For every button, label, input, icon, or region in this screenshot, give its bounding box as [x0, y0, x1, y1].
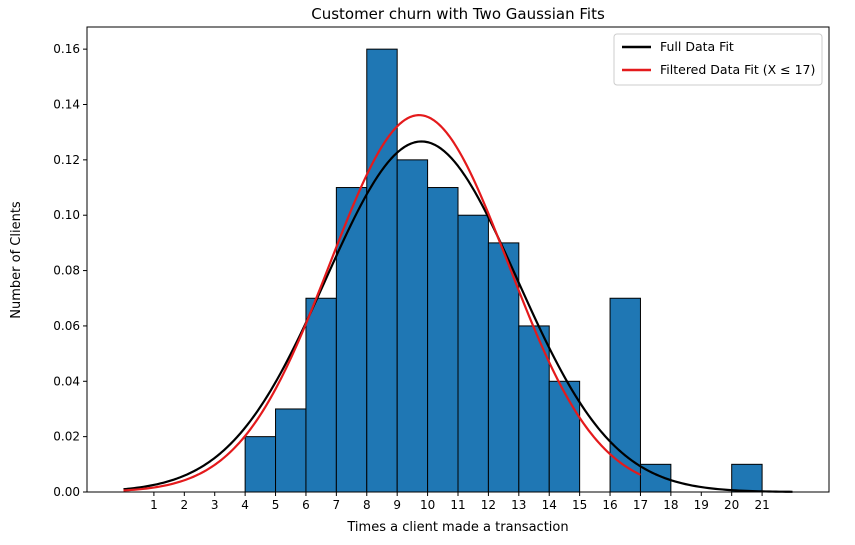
- x-tick-label-9: 10: [420, 498, 435, 512]
- x-tick-label-13: 14: [542, 498, 557, 512]
- y-axis-title: Number of Clients: [9, 201, 24, 319]
- fit-curve-1: [123, 114, 641, 492]
- x-tick-label-3: 4: [241, 498, 249, 512]
- histogram-bar-6: [427, 187, 459, 493]
- y-tick-label-6: 0.12: [53, 153, 80, 167]
- y-tick-label-8: 0.16: [53, 42, 80, 56]
- x-tick-label-14: 15: [572, 498, 587, 512]
- x-tick-label-1: 2: [180, 498, 188, 512]
- x-tick-label-19: 20: [724, 498, 739, 512]
- y-tick-label-7: 0.14: [53, 98, 80, 112]
- x-tick-label-12: 13: [511, 498, 526, 512]
- y-tick-label-4: 0.08: [53, 264, 80, 278]
- legend-box: [613, 33, 823, 86]
- x-axis: 1 2 3 4 5 6 7 8 9 10 11 12 13 14 15 16 17 18 19 20 21: [150, 492, 770, 512]
- x-tick-label-0: 1: [150, 498, 158, 512]
- histogram-bar-1: [275, 408, 307, 493]
- x-tick-label-18: 19: [694, 498, 709, 512]
- fit-curves-layer: [123, 114, 793, 493]
- x-tick-label-6: 7: [333, 498, 341, 512]
- x-tick-label-11: 12: [481, 498, 496, 512]
- x-tick-label-8: 9: [393, 498, 401, 512]
- x-tick-label-7: 8: [363, 498, 371, 512]
- legend-label-filtered-fit: Filtered Data Fit (X ≤ 17): [660, 62, 815, 77]
- legend-label-full-fit: Full Data Fit: [660, 39, 734, 54]
- x-tick-label-10: 11: [450, 498, 465, 512]
- y-axis: 0.00 0.02 0.04 0.06 0.08 0.10 0.12 0.14 0.16: [53, 42, 87, 499]
- y-tick-label-1: 0.02: [53, 430, 80, 444]
- histogram-bar-8: [487, 242, 520, 493]
- y-tick-label-2: 0.04: [53, 374, 80, 388]
- x-tick-label-5: 6: [302, 498, 310, 512]
- fit-curve-0: [123, 140, 793, 493]
- histogram-bar-5: [396, 159, 429, 493]
- histogram-bar-2: [305, 297, 337, 493]
- bars-layer: [244, 48, 763, 493]
- histogram-bar-10: [548, 380, 581, 493]
- y-tick-label-5: 0.10: [53, 208, 80, 222]
- legend: Full Data Fit Filtered Data Fit (X ≤ 17): [613, 33, 823, 86]
- x-tick-label-17: 18: [663, 498, 678, 512]
- x-tick-label-4: 5: [272, 498, 280, 512]
- x-tick-label-20: 21: [754, 498, 769, 512]
- x-tick-label-2: 3: [211, 498, 219, 512]
- histogram-bar-7: [457, 214, 489, 493]
- histogram-bar-13: [731, 463, 763, 493]
- chart-title: Customer churn with Two Gaussian Fits: [311, 5, 605, 23]
- y-tick-label-0: 0.00: [53, 485, 80, 499]
- y-tick-label-3: 0.06: [53, 319, 80, 333]
- histogram-bar-4: [366, 48, 398, 493]
- x-tick-label-16: 17: [633, 498, 648, 512]
- histogram-bar-0: [244, 436, 277, 493]
- x-tick-label-15: 16: [602, 498, 617, 512]
- x-axis-title: Times a client made a transaction: [346, 520, 568, 535]
